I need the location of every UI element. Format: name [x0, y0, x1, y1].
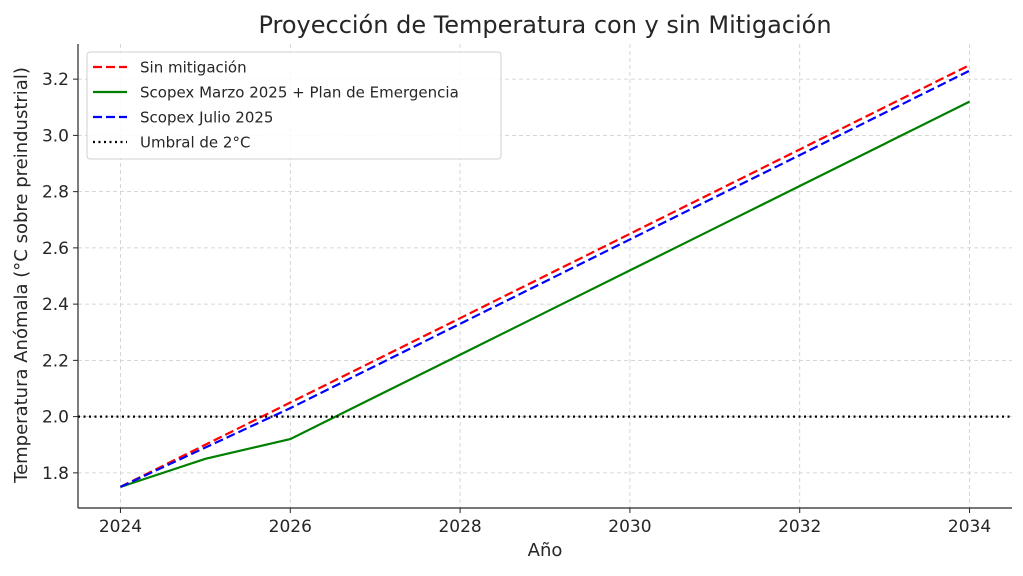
y-tick-label: 2.0 [42, 408, 69, 428]
legend-label: Scopex Marzo 2025 + Plan de Emergencia [140, 84, 459, 102]
x-tick-label: 2030 [608, 517, 651, 537]
y-tick-label: 2.4 [42, 295, 69, 315]
legend-label: Umbral de 2°C [140, 134, 250, 152]
legend-label: Scopex Julio 2025 [140, 109, 273, 127]
y-tick-label: 2.8 [42, 183, 69, 203]
chart-title: Proyección de Temperatura con y sin Miti… [258, 11, 831, 39]
x-tick-label: 2026 [269, 517, 312, 537]
x-tick-label: 2024 [99, 517, 142, 537]
y-axis-label: Temperatura Anómala (°C sobre preindustr… [11, 67, 32, 484]
series-line-2 [120, 100, 971, 488]
legend-box [86, 51, 502, 160]
series-line-3 [119, 69, 971, 488]
plot-lines [78, 64, 1012, 488]
x-tick-label: 2032 [778, 517, 821, 537]
series-line-1 [119, 64, 971, 488]
ticks: 2024 2026 2028 2030 2032 2034 1.8 2.0 2.2 2.4 2.6 2… [42, 70, 991, 537]
x-axis-label: Año [528, 540, 563, 561]
x-tick-label: 2028 [438, 517, 481, 537]
x-tick-label: 2034 [948, 517, 991, 537]
y-tick-label: 2.6 [42, 239, 69, 259]
legend-label: Sin mitigación [140, 59, 247, 77]
y-tick-label: 3.0 [42, 126, 69, 146]
y-tick-label: 1.8 [42, 464, 69, 484]
legend: Sin mitigación Scopex Marzo 2025 + Plan d… [86, 51, 502, 160]
axes [77, 44, 1012, 509]
y-tick-label: 2.2 [42, 351, 69, 371]
y-tick-label: 3.2 [42, 70, 69, 90]
